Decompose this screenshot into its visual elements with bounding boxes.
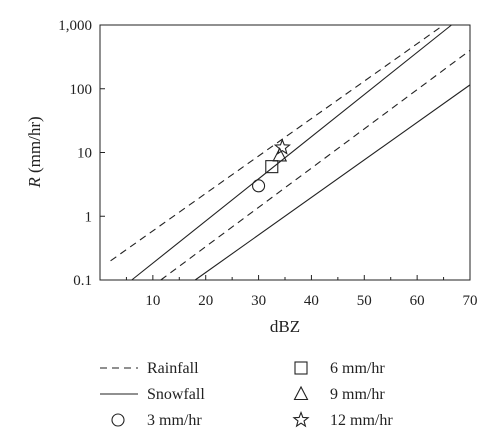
legend-label: Rainfall — [147, 360, 199, 377]
legend-triangle-icon — [293, 385, 309, 401]
y-tick-label: 1 — [85, 209, 93, 225]
series-lines — [110, 24, 471, 281]
y-axis-ticks: 0.1 1 10 100 1,000 — [58, 18, 105, 289]
snowfall-line-1 — [131, 24, 452, 281]
snowfall-line-3 — [194, 84, 471, 281]
rainfall-line-2 — [160, 49, 471, 281]
point-square — [265, 160, 279, 174]
y-tick-label: 100 — [70, 82, 93, 98]
legend-label: Snowfall — [147, 386, 205, 403]
x-tick-label: 50 — [357, 293, 372, 309]
y-tick-label: 1,000 — [58, 18, 92, 34]
x-tick-label: 40 — [304, 293, 319, 309]
y-tick-label: 0.1 — [73, 273, 92, 289]
y-axis-symbol: R — [25, 177, 44, 189]
y-axis-title: R (mm/hr) — [25, 116, 44, 188]
legend-label: 3 mm/hr — [147, 412, 202, 429]
x-tick-label: 30 — [251, 293, 266, 309]
point-circle — [252, 179, 266, 193]
legend-label: 9 mm/hr — [330, 386, 385, 403]
point-triangle — [272, 147, 288, 162]
rainfall-line-0 — [110, 24, 444, 262]
point-star — [273, 138, 291, 155]
y-axis-unit: (mm/hr) — [25, 116, 44, 173]
legend-label: 6 mm/hr — [330, 360, 385, 377]
x-tick-label: 60 — [410, 293, 425, 309]
legend-square-icon — [294, 361, 308, 375]
legend: Rainfall 6 mm/hr Snowfall 9 mm/hr 3 mm/hr 12 … — [100, 360, 393, 429]
y-tick-label: 10 — [77, 146, 92, 162]
x-tick-label: 10 — [145, 293, 160, 309]
data-points — [252, 138, 291, 193]
legend-star-icon — [292, 410, 310, 428]
legend-circle-icon — [111, 413, 125, 427]
x-tick-label: 70 — [463, 293, 478, 309]
x-axis-title: dBZ — [270, 317, 300, 336]
x-axis-ticks: 10 20 30 40 50 60 70 — [125, 275, 478, 309]
legend-label: 12 mm/hr — [330, 412, 393, 429]
x-tick-label: 20 — [198, 293, 213, 309]
